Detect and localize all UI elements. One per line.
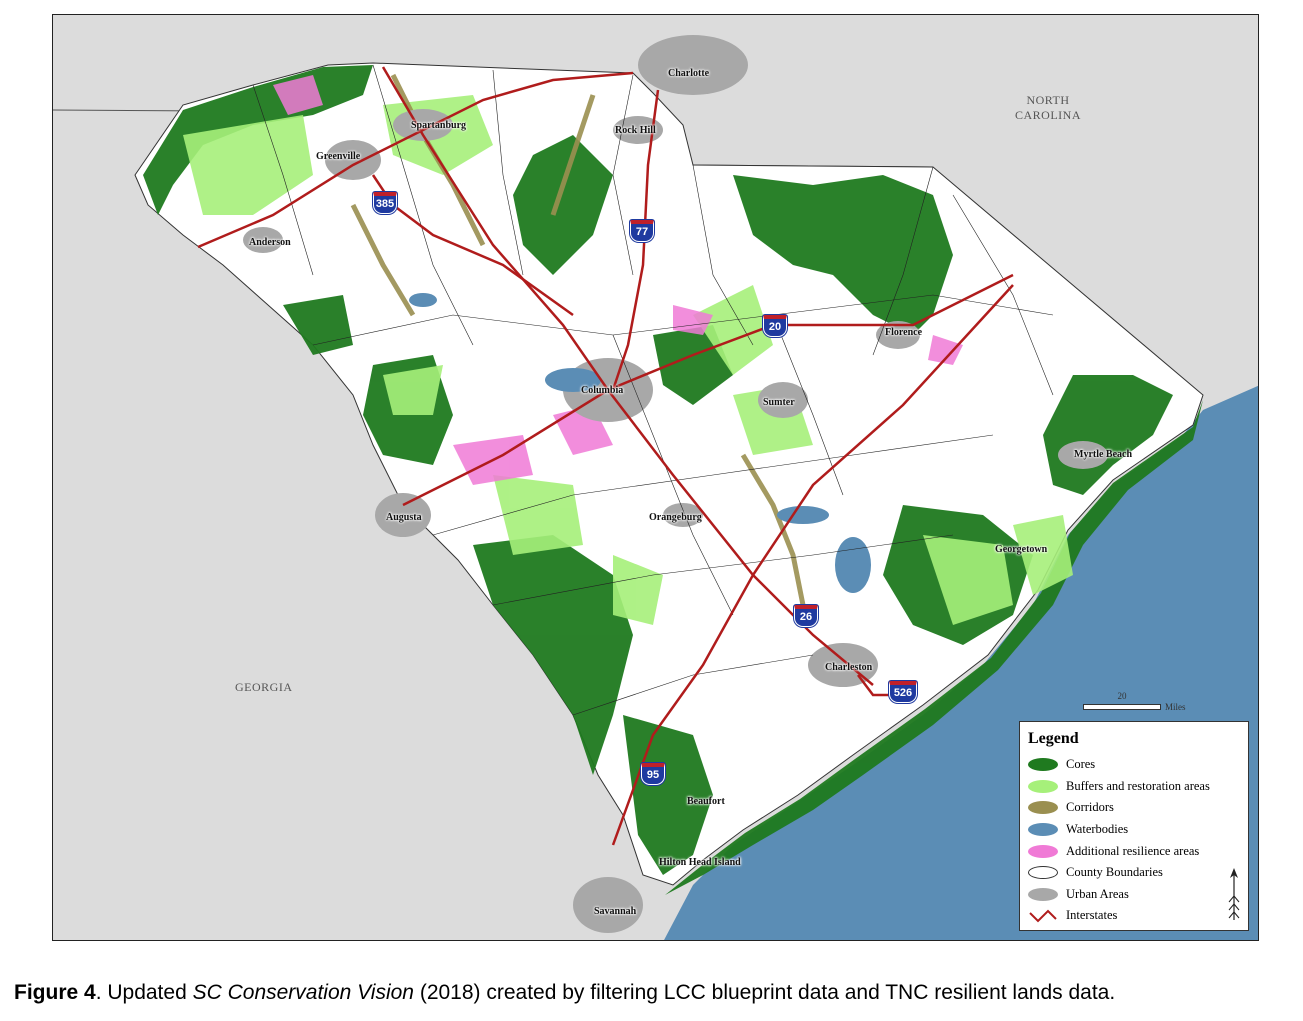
city-anderson: Anderson	[249, 237, 291, 248]
legend-item-buffers: Buffers and restoration areas	[1028, 776, 1240, 798]
city-columbia: Columbia	[581, 385, 624, 396]
region-north-carolina-line2: CAROLINA	[1015, 108, 1081, 122]
legend-item-urban-areas: Urban Areas	[1028, 884, 1240, 906]
interstate-385-shield: 385	[373, 192, 397, 214]
legend-label-cores: Cores	[1066, 757, 1096, 772]
city-greenville: Greenville	[316, 151, 361, 162]
county-boundaries	[252, 64, 1054, 716]
city-spartanburg: Spartanburg	[411, 120, 467, 131]
interstate-26-shield: 26	[794, 605, 818, 627]
city-savannah: Savannah	[594, 906, 637, 917]
caption-text-a: . Updated	[95, 981, 193, 1004]
city-sumter: Sumter	[763, 397, 795, 408]
legend-item-interstates: Interstates	[1028, 905, 1240, 927]
city-orangeburg: Orangeburg	[649, 512, 702, 523]
legend-item-corridors: Corridors	[1028, 797, 1240, 819]
legend-item-county-boundaries: County Boundaries	[1028, 862, 1240, 884]
scale-bar-graphic	[1083, 704, 1161, 710]
caption-text-b: (2018) created by filtering LCC blueprin…	[414, 981, 1116, 1004]
region-north-carolina-line1: NORTH	[1026, 93, 1070, 107]
legend-swatch-buffers	[1028, 779, 1058, 793]
scale-bar: 20 Miles	[1083, 691, 1186, 712]
legend-item-resilience: Additional resilience areas	[1028, 840, 1240, 862]
legend-swatch-waterbodies	[1028, 823, 1058, 837]
legend-item-cores: Cores	[1028, 754, 1240, 776]
legend-label-resilience: Additional resilience areas	[1066, 843, 1200, 858]
interstate-95-shield: 95	[641, 763, 665, 785]
interstates-layer	[197, 66, 1014, 846]
legend-label-waterbodies: Waterbodies	[1066, 822, 1129, 837]
interstate-85	[197, 71, 634, 249]
interstate-20	[402, 273, 1014, 507]
scale-value: 20	[1117, 691, 1127, 701]
map-canvas	[53, 15, 1258, 940]
legend-swatch-county-boundaries	[1028, 866, 1058, 880]
interstate-526-shield: 526	[889, 681, 917, 703]
legend-label-corridors: Corridors	[1066, 800, 1114, 815]
city-myrtle-beach: Myrtle Beach	[1074, 449, 1133, 460]
legend-swatch-cores	[1028, 758, 1058, 772]
city-beaufort: Beaufort	[687, 796, 725, 807]
legend-title: Legend	[1028, 730, 1079, 747]
legend-swatch-corridors	[1028, 801, 1058, 815]
interstate-95	[611, 284, 1014, 846]
legend-label-urban-areas: Urban Areas	[1066, 886, 1129, 901]
city-georgetown: Georgetown	[995, 544, 1048, 555]
legend: Legend Cores Buffers and restoration are…	[1019, 721, 1249, 931]
city-florence: Florence	[885, 327, 923, 338]
legend-item-waterbodies: Waterbodies	[1028, 819, 1240, 841]
figure-caption: Figure 4. Updated SC Conservation Vision…	[14, 981, 1115, 1005]
city-charlotte: Charlotte	[668, 68, 710, 79]
city-augusta: Augusta	[386, 512, 422, 523]
north-arrow-icon	[1228, 868, 1240, 920]
map-frame: NORTH CAROLINA GEORGIA Charlotte Rock Hi…	[52, 14, 1259, 941]
region-georgia: GEORGIA	[235, 680, 293, 694]
legend-label-interstates: Interstates	[1066, 908, 1118, 923]
city-rock-hill: Rock Hill	[615, 125, 656, 136]
legend-swatch-resilience	[1028, 844, 1058, 858]
water-layer	[409, 293, 871, 593]
interstate-20-shield: 20	[763, 315, 787, 337]
scale-unit: Miles	[1165, 702, 1186, 712]
legend-label-buffers: Buffers and restoration areas	[1066, 778, 1210, 793]
caption-label: Figure 4	[14, 981, 96, 1004]
legend-swatch-urban-areas	[1028, 887, 1058, 901]
city-hilton-head: Hilton Head Island	[659, 857, 741, 868]
region-north-carolina: NORTH CAROLINA	[1015, 93, 1081, 123]
city-charleston: Charleston	[825, 662, 873, 673]
interstate-77-shield: 77	[630, 220, 654, 242]
legend-label-county-boundaries: County Boundaries	[1066, 865, 1163, 880]
legend-swatch-interstates	[1029, 909, 1057, 923]
caption-italic: SC Conservation Vision	[192, 981, 414, 1004]
interstate-77	[611, 89, 660, 391]
